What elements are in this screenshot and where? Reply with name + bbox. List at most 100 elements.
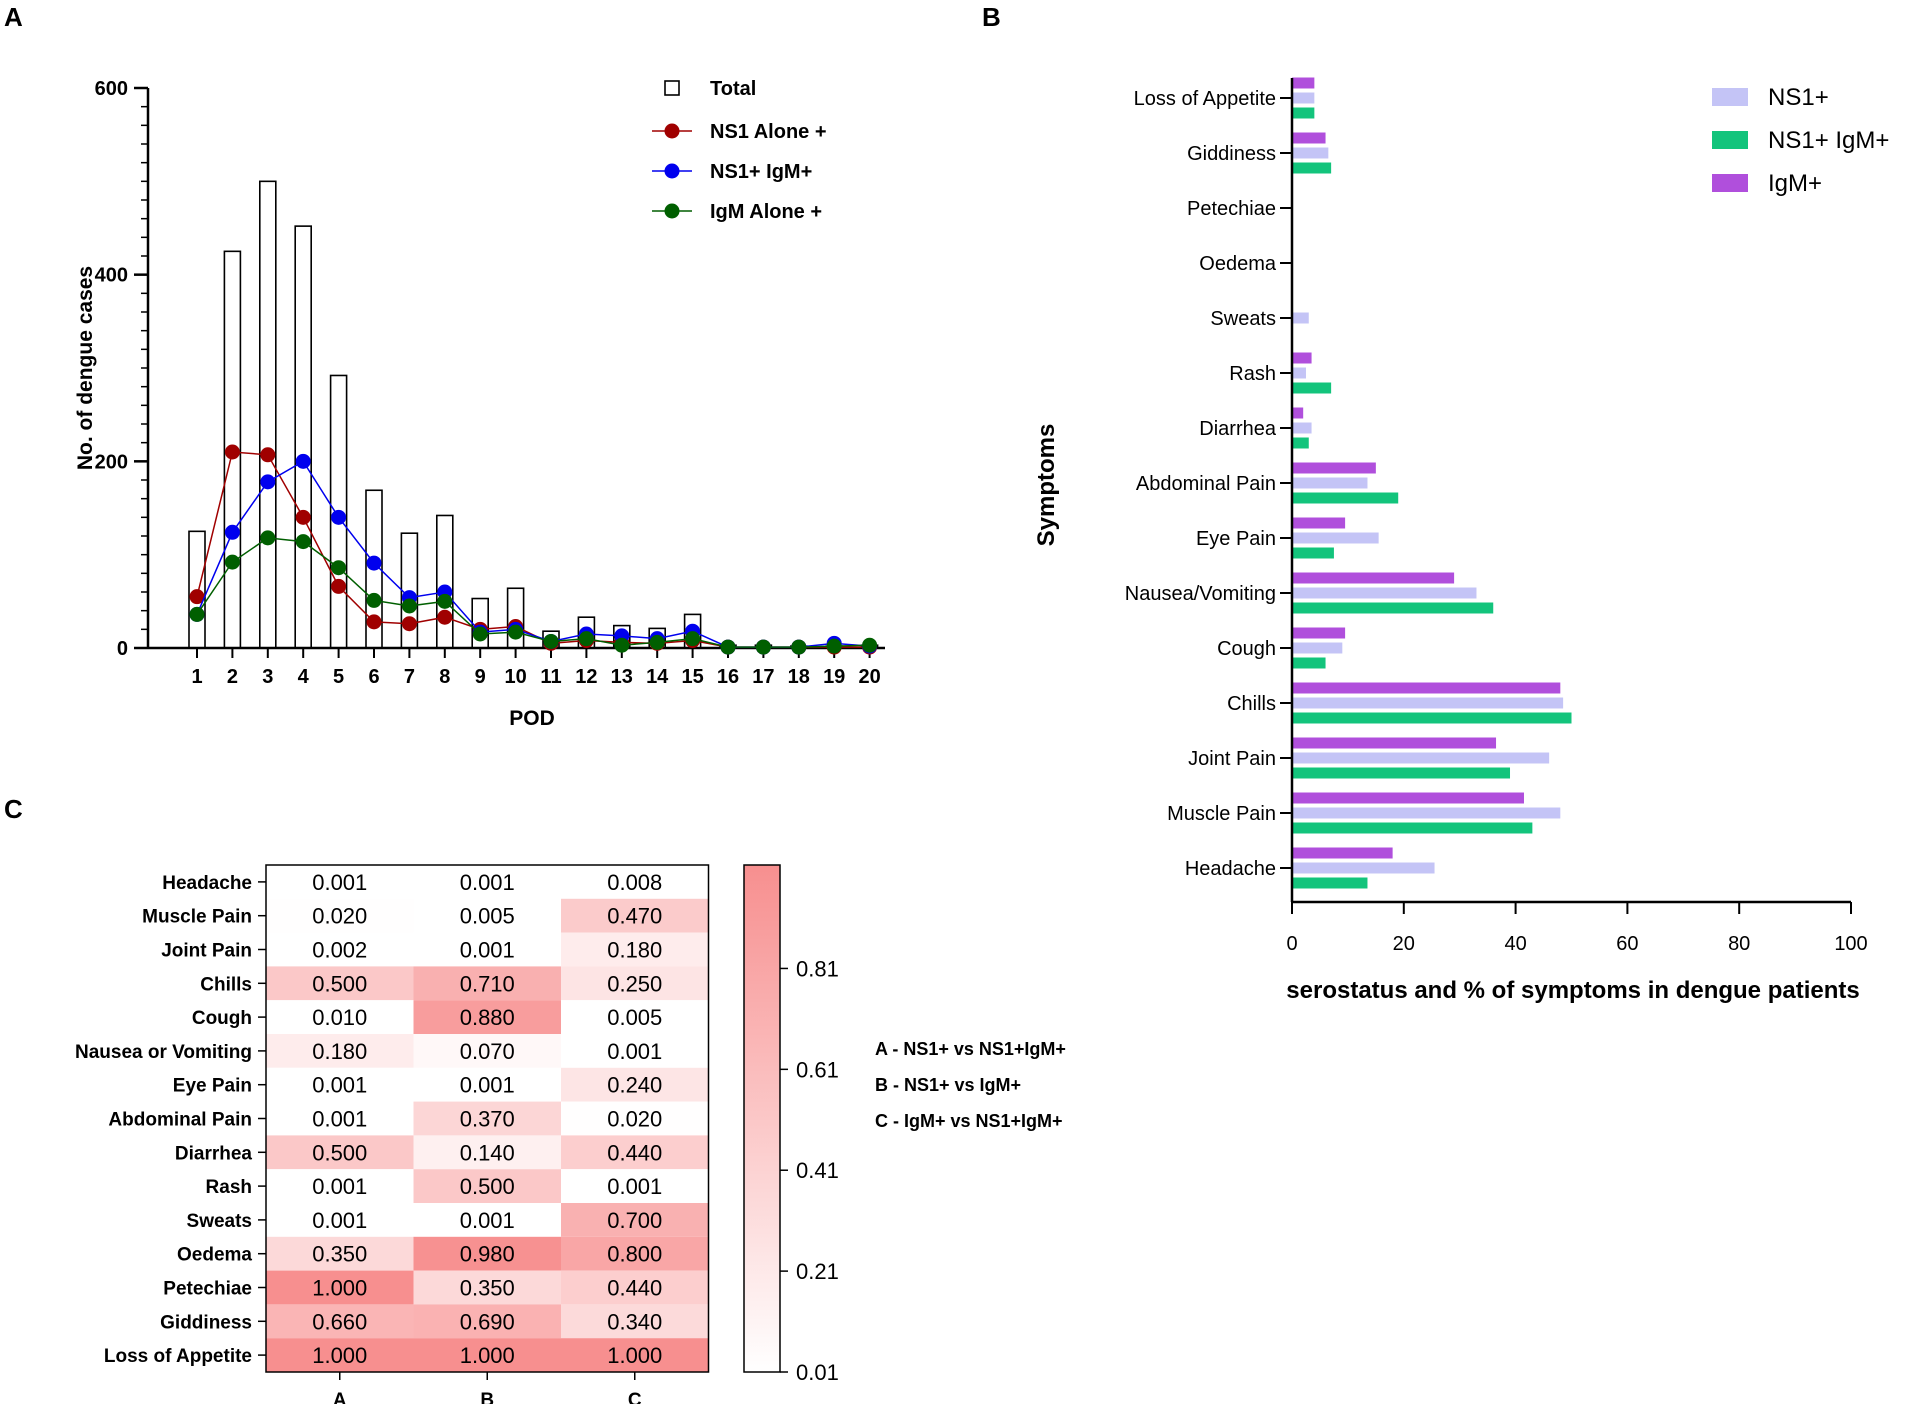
heatmap-value: 0.180 bbox=[312, 1039, 367, 1064]
x-tick-label: 0 bbox=[1286, 933, 1297, 955]
bar-igm bbox=[1292, 847, 1393, 859]
heatmap-value: 0.020 bbox=[312, 904, 367, 929]
heatmap-value: 0.001 bbox=[460, 1208, 515, 1233]
heatmap-value: 0.001 bbox=[312, 1208, 367, 1233]
heatmap-cell bbox=[413, 1236, 561, 1271]
column-label: C bbox=[628, 1390, 642, 1404]
panel-c-heatmap: 0.001 0.001 0.008 0.020 0.005 0.470 0.002 0.001… bbox=[75, 864, 1066, 1404]
panel-b-label: B bbox=[982, 2, 1001, 32]
category-label: Petechiae bbox=[1187, 198, 1276, 220]
category-label: Rash bbox=[1229, 363, 1276, 385]
x-tick-label: 60 bbox=[1616, 933, 1638, 955]
y-axis-title: Symptoms bbox=[1033, 424, 1060, 547]
y-tick-label: 0 bbox=[117, 638, 128, 660]
bar-igm bbox=[1292, 682, 1561, 694]
bar-ns1igm bbox=[1292, 437, 1309, 449]
heatmap-value: 0.440 bbox=[607, 1276, 662, 1301]
heatmap-cell bbox=[413, 1203, 561, 1237]
heatmap-cell bbox=[266, 1304, 414, 1339]
heatmap-cell bbox=[413, 932, 561, 967]
bar-igm bbox=[1292, 132, 1326, 144]
heatmap-value: 0.500 bbox=[312, 1140, 367, 1165]
x-tick-label: 1 bbox=[191, 666, 202, 688]
series-point-2 bbox=[578, 631, 594, 647]
bar-ns1igm bbox=[1292, 162, 1332, 174]
bar-ns1igm bbox=[1292, 822, 1533, 834]
heatmap-value: 0.440 bbox=[607, 1140, 662, 1165]
y-tick-label: 600 bbox=[95, 78, 128, 100]
series-point-0 bbox=[331, 578, 347, 594]
heatmap-value: 0.690 bbox=[460, 1309, 515, 1334]
heatmap-cell bbox=[561, 1034, 709, 1068]
heatmap-value: 0.800 bbox=[607, 1242, 662, 1267]
bar-ns1 bbox=[1292, 697, 1564, 709]
bar-ns1igm bbox=[1292, 107, 1315, 119]
bar-igm bbox=[1292, 572, 1455, 584]
bar-igm bbox=[1292, 737, 1497, 749]
heatmap-value: 0.980 bbox=[460, 1242, 515, 1267]
x-tick-label: 7 bbox=[404, 666, 415, 688]
x-tick-label: 2 bbox=[227, 666, 238, 688]
heatmap-value: 0.020 bbox=[607, 1107, 662, 1132]
bar-ns1 bbox=[1292, 807, 1561, 819]
series-point-2 bbox=[331, 560, 347, 576]
heatmap-cell bbox=[266, 898, 414, 933]
x-tick-label: 3 bbox=[262, 666, 273, 688]
row-label: Oedema bbox=[177, 1245, 252, 1266]
bar-ns1 bbox=[1292, 477, 1368, 489]
heatmap-value: 0.001 bbox=[607, 1174, 662, 1199]
heatmap-cell bbox=[266, 1067, 414, 1102]
legend-label: NS1+ IgM+ bbox=[710, 161, 812, 183]
heatmap-cell bbox=[266, 1338, 414, 1372]
bar-ns1igm bbox=[1292, 657, 1326, 669]
heatmap-cell bbox=[413, 865, 561, 899]
bar-ns1igm bbox=[1292, 382, 1332, 394]
heatmap-cell bbox=[266, 865, 414, 899]
row-label: Sweats bbox=[187, 1211, 252, 1232]
row-label: Abdominal Pain bbox=[108, 1110, 252, 1131]
x-tick-label: 100 bbox=[1834, 933, 1867, 955]
heatmap-cell bbox=[413, 1067, 561, 1102]
heatmap-cell bbox=[266, 1101, 414, 1136]
x-tick-label: 14 bbox=[646, 666, 669, 688]
bar-igm bbox=[1292, 352, 1312, 364]
heatmap-cell bbox=[266, 1169, 414, 1203]
series-point-2 bbox=[260, 530, 276, 546]
colorbar-tick-label: 0.81 bbox=[796, 956, 839, 981]
heatmap-cell bbox=[561, 966, 709, 1001]
heatmap-cell bbox=[413, 1304, 561, 1339]
bar-igm bbox=[1292, 792, 1524, 804]
row-label: Headache bbox=[162, 873, 252, 894]
heatmap-cell bbox=[413, 1169, 561, 1203]
legend-label: IgM Alone + bbox=[710, 201, 822, 223]
series-point-2 bbox=[649, 634, 665, 650]
x-tick-label: 9 bbox=[475, 666, 486, 688]
heatmap-cell bbox=[266, 1203, 414, 1237]
bar-ns1 bbox=[1292, 367, 1306, 379]
bar-ns1 bbox=[1292, 147, 1329, 159]
bar-ns1 bbox=[1292, 862, 1435, 874]
bar-ns1igm bbox=[1292, 602, 1494, 614]
heatmap-cell bbox=[561, 1236, 709, 1271]
category-label: Giddiness bbox=[1187, 143, 1276, 165]
series-point-2 bbox=[189, 606, 205, 622]
heatmap-value: 0.010 bbox=[312, 1005, 367, 1030]
series-point-1 bbox=[260, 474, 276, 490]
heatmap-cell bbox=[561, 1169, 709, 1203]
series-point-2 bbox=[366, 592, 382, 608]
heatmap-value: 1.000 bbox=[607, 1343, 662, 1368]
heatmap-value: 0.002 bbox=[312, 938, 367, 963]
heatmap-cell bbox=[561, 1338, 709, 1372]
heatmap-value: 0.001 bbox=[460, 938, 515, 963]
series-point-0 bbox=[366, 614, 382, 630]
bar-igm bbox=[1292, 517, 1346, 529]
panel-b-legend: NS1+ NS1+ IgM+ IgM+ bbox=[1712, 84, 1889, 197]
legend-marker-1 bbox=[664, 163, 680, 179]
heatmap-value: 0.350 bbox=[312, 1242, 367, 1267]
heatmap-cell bbox=[413, 1270, 561, 1305]
heatmap-cell bbox=[413, 1101, 561, 1136]
series-point-2 bbox=[508, 624, 524, 640]
series-point-2 bbox=[224, 554, 240, 570]
heatmap-value: 0.140 bbox=[460, 1140, 515, 1165]
